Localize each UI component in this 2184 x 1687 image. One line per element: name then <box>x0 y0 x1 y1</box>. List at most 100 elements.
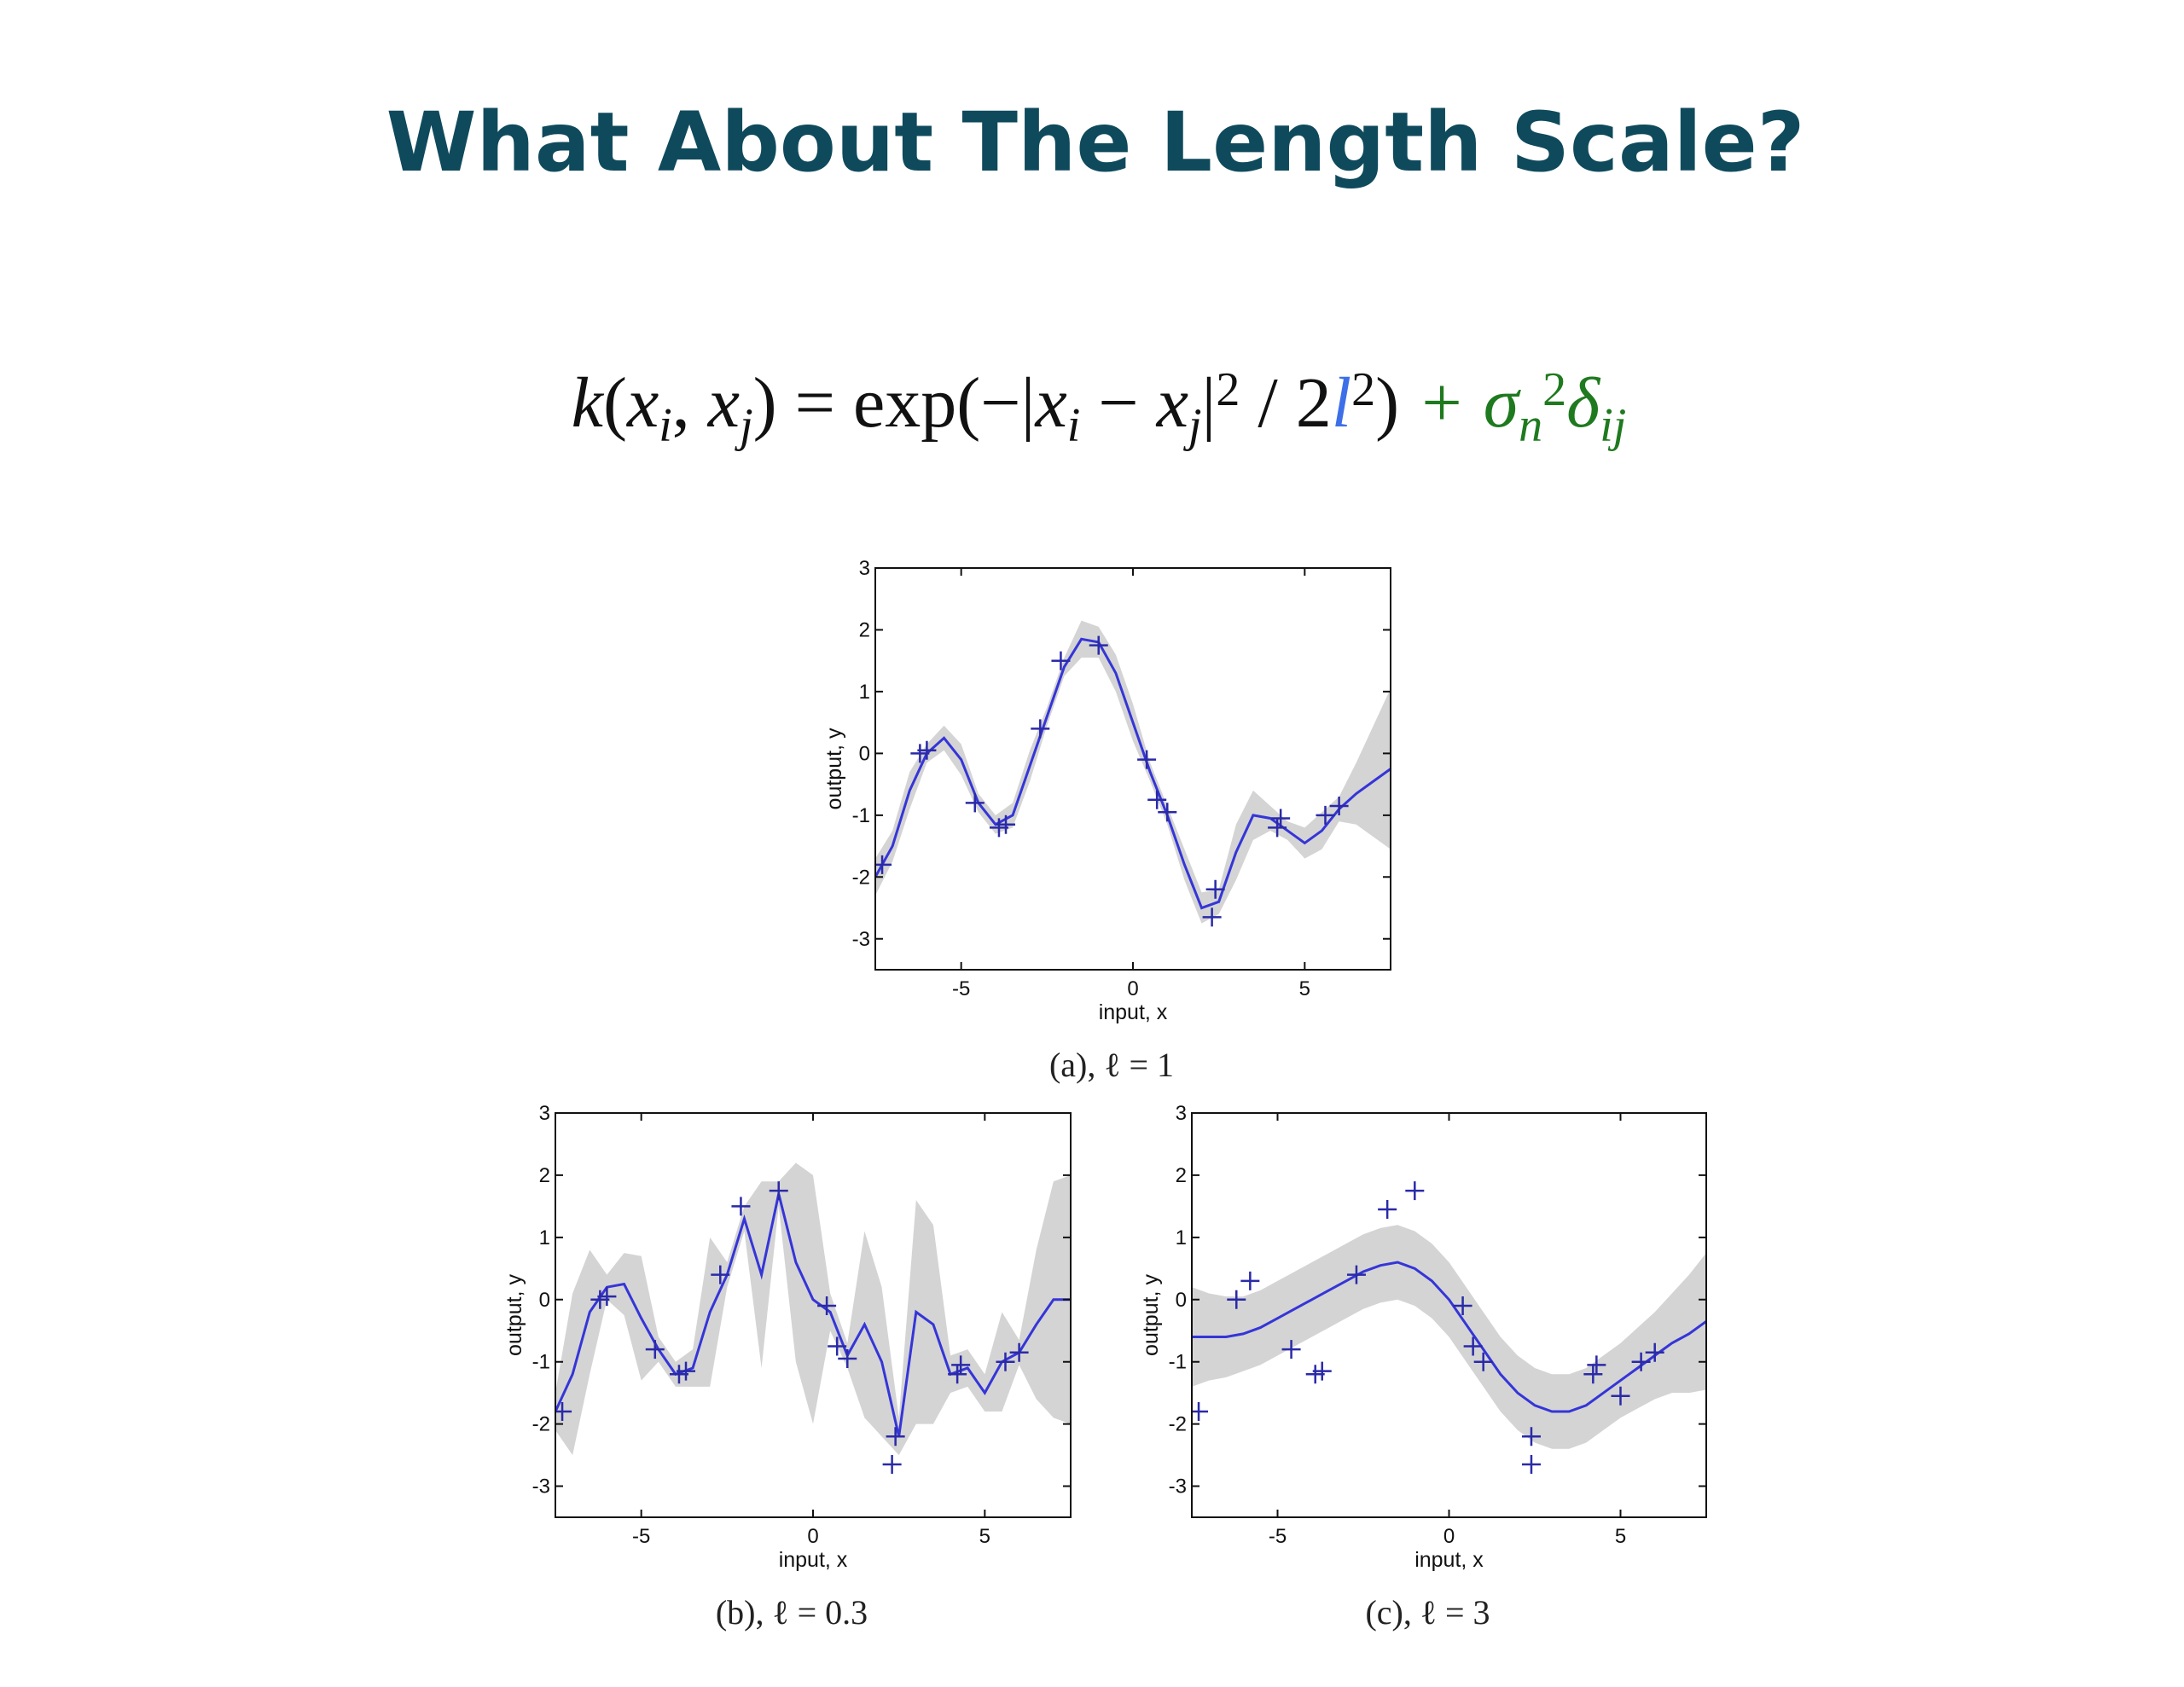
data-point <box>948 1365 967 1384</box>
caption: (c), ℓ = 3 <box>1365 1593 1490 1632</box>
formula-part: j <box>735 399 753 452</box>
formula: k(xi, xj) = exp(−|xi − xj|2 / 2l2) + σn2… <box>572 363 1627 452</box>
y-tick-label: 2 <box>539 1164 550 1187</box>
data-point <box>1202 907 1222 927</box>
y-axis-label: output, y <box>502 1274 526 1356</box>
data-point <box>1227 1290 1246 1309</box>
formula-part: + σ <box>1399 363 1522 443</box>
data-point <box>1031 719 1050 739</box>
data-point <box>1268 818 1287 838</box>
x-tick-label: -5 <box>632 1525 650 1548</box>
formula-part: j <box>1183 399 1202 452</box>
data-point <box>597 1287 617 1307</box>
formula-part: 2 <box>1542 363 1566 416</box>
x-tick-label: 5 <box>1615 1525 1626 1548</box>
data-point <box>1463 1336 1483 1356</box>
y-tick-label: 3 <box>539 1102 550 1125</box>
y-axis-label: output, y <box>1139 1274 1163 1356</box>
data-point <box>1051 651 1071 670</box>
formula-part: x <box>625 363 659 443</box>
y-tick-label: -2 <box>532 1413 550 1436</box>
data-point <box>1271 809 1291 828</box>
x-tick-label: 0 <box>807 1525 818 1548</box>
data-point <box>1158 803 1177 822</box>
y-tick-label: -3 <box>532 1475 550 1499</box>
data-point <box>1240 1271 1260 1290</box>
y-tick-label: 0 <box>1176 1289 1187 1312</box>
mean-line <box>555 1193 1071 1437</box>
data-point <box>996 1352 1015 1371</box>
caption: (a), ℓ = 1 <box>1049 1046 1174 1084</box>
data-point <box>965 793 985 813</box>
data-point <box>1521 1455 1541 1475</box>
data-point <box>645 1340 665 1359</box>
x-tick-label: 0 <box>1127 977 1138 1000</box>
slide-title: What About The Length Scale? <box>386 95 1805 190</box>
data-point <box>1316 805 1335 825</box>
plot-area <box>1192 1181 1706 1475</box>
data-point <box>1645 1342 1664 1362</box>
formula-part: n <box>1519 399 1542 452</box>
data-point <box>1089 635 1108 655</box>
data-point <box>1378 1200 1397 1220</box>
x-axis-label: input, x <box>779 1548 848 1572</box>
plot: -3 -2 -1 0 1 2 3 -5 0 5 input, x output, y (a), ℓ = … <box>822 557 1391 1084</box>
formula-part: x <box>706 363 740 443</box>
confidence-band <box>1192 1225 1706 1449</box>
y-tick-label: 1 <box>859 681 870 704</box>
x-tick-label: 5 <box>1299 977 1310 1000</box>
y-tick-label: -1 <box>852 804 870 827</box>
y-tick-label: 0 <box>539 1289 550 1312</box>
data-point <box>828 1336 847 1356</box>
formula-part: ) <box>1375 363 1399 443</box>
plot: -3 -2 -1 0 1 2 3 -5 0 5 input, x output, y (b), ℓ = … <box>502 1102 1072 1632</box>
formula-part: 2 <box>1351 363 1375 416</box>
data-point <box>1329 796 1349 815</box>
data-point <box>711 1265 730 1284</box>
y-tick-label: 1 <box>1176 1226 1187 1249</box>
y-tick-label: 2 <box>1176 1164 1187 1187</box>
data-point <box>1583 1365 1603 1384</box>
formula-part: 2 <box>1216 363 1240 416</box>
y-tick-label: 2 <box>859 618 870 641</box>
formula-part: , <box>672 363 708 443</box>
x-tick-label: 5 <box>979 1525 990 1548</box>
y-tick-label: 3 <box>1176 1102 1187 1125</box>
y-tick-label: -1 <box>532 1351 550 1374</box>
data-point <box>731 1197 751 1216</box>
formula-part: k <box>572 363 605 443</box>
formula-part: l <box>1332 363 1351 443</box>
y-axis-label: output, y <box>822 728 846 809</box>
data-point <box>1631 1352 1651 1371</box>
formula-part: x <box>1033 363 1066 443</box>
x-axis-label: input, x <box>1099 1000 1168 1024</box>
data-point <box>951 1355 971 1375</box>
formula-part: ij <box>1600 399 1626 452</box>
y-tick-label: -1 <box>1169 1351 1187 1374</box>
y-tick-label: -3 <box>852 928 870 951</box>
x-tick-label: -5 <box>952 977 970 1000</box>
formula-part: / 2 <box>1240 363 1331 443</box>
data-point <box>886 1427 905 1446</box>
data-point <box>1473 1352 1493 1371</box>
data-point <box>1147 790 1167 809</box>
formula-part: ( <box>603 363 627 443</box>
confidence-band <box>555 1162 1071 1456</box>
formula-part: ) = exp(−| <box>753 363 1036 443</box>
formula-part: i <box>1067 399 1081 452</box>
mean-line <box>875 637 1391 910</box>
x-tick-label: 0 <box>1443 1525 1455 1548</box>
data-point <box>1611 1386 1630 1406</box>
plot-area <box>875 620 1391 927</box>
plot-area <box>555 1162 1071 1475</box>
data-point <box>769 1181 788 1201</box>
data-point <box>677 1361 696 1381</box>
data-point <box>1312 1361 1332 1381</box>
data-point <box>996 815 1016 834</box>
data-point <box>1346 1265 1366 1284</box>
data-point <box>838 1349 857 1369</box>
y-tick-label: -3 <box>1169 1475 1187 1499</box>
formula-part: i <box>659 399 672 452</box>
data-point <box>1587 1355 1606 1375</box>
